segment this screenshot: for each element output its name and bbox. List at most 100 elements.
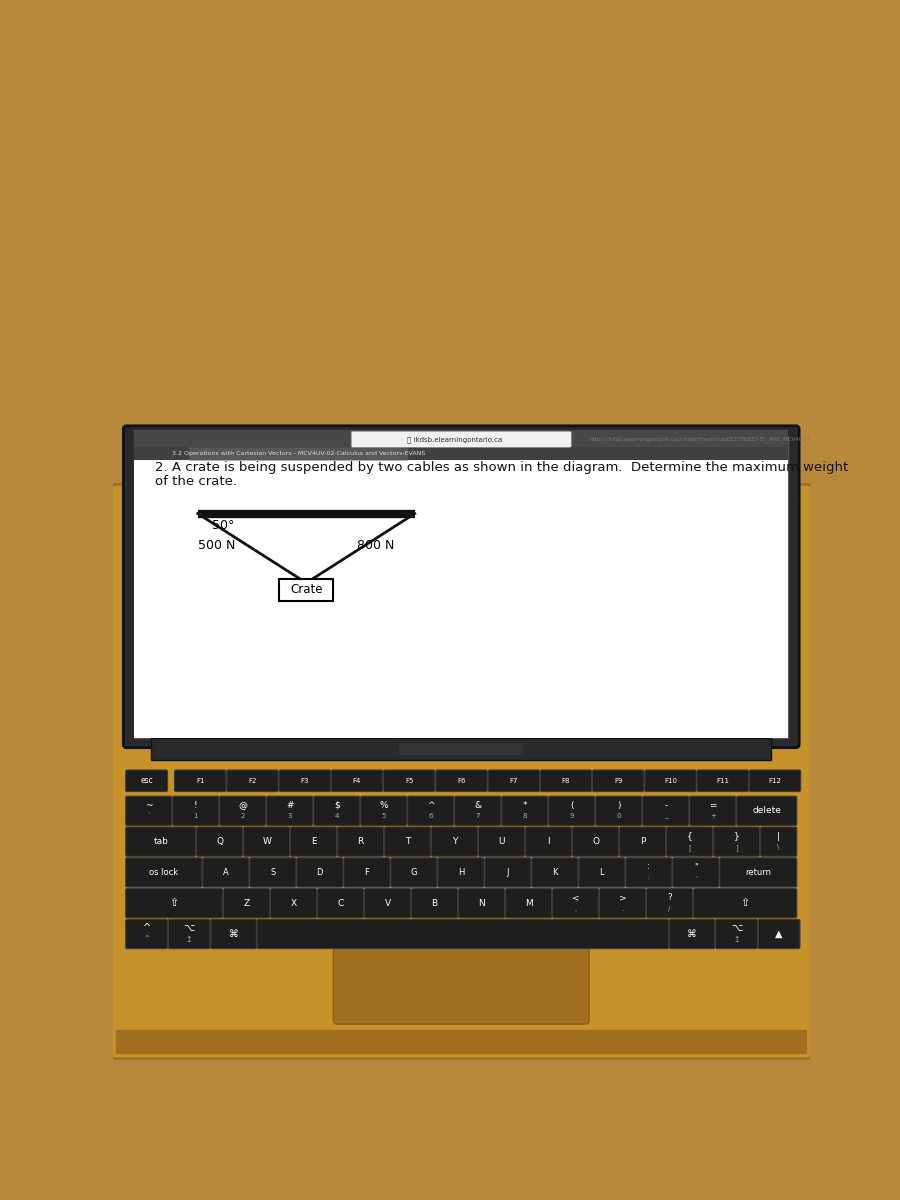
Text: os lock: os lock <box>149 868 178 877</box>
Text: [: [ <box>688 844 691 851</box>
Text: 800 N: 800 N <box>356 540 394 552</box>
FancyBboxPatch shape <box>458 888 505 918</box>
FancyBboxPatch shape <box>351 431 572 448</box>
Text: E: E <box>310 838 317 846</box>
FancyBboxPatch shape <box>749 770 801 792</box>
FancyBboxPatch shape <box>646 888 693 918</box>
FancyBboxPatch shape <box>643 796 689 826</box>
Text: _: _ <box>664 814 668 820</box>
Text: (: ( <box>570 800 573 810</box>
Text: ;: ; <box>648 876 650 881</box>
FancyBboxPatch shape <box>331 770 382 792</box>
Text: F10: F10 <box>664 778 677 784</box>
FancyBboxPatch shape <box>488 770 539 792</box>
FancyBboxPatch shape <box>479 827 525 857</box>
Text: $: $ <box>334 800 339 810</box>
Text: U: U <box>499 838 505 846</box>
FancyBboxPatch shape <box>220 796 266 826</box>
FancyBboxPatch shape <box>506 888 552 918</box>
FancyBboxPatch shape <box>297 858 343 887</box>
Text: ⌥: ⌥ <box>184 924 194 934</box>
Text: ': ' <box>695 876 697 881</box>
FancyBboxPatch shape <box>318 888 364 918</box>
Text: ^: ^ <box>142 924 150 934</box>
FancyBboxPatch shape <box>364 888 410 918</box>
FancyBboxPatch shape <box>596 796 642 826</box>
Text: {: { <box>687 832 692 840</box>
FancyBboxPatch shape <box>189 448 408 461</box>
FancyBboxPatch shape <box>760 827 796 857</box>
Text: `: ` <box>147 814 150 820</box>
Text: ⚿ ikdsb.elearningontario.ca: ⚿ ikdsb.elearningontario.ca <box>407 436 502 443</box>
Text: ⇧: ⇧ <box>741 899 750 908</box>
FancyBboxPatch shape <box>279 770 330 792</box>
FancyBboxPatch shape <box>173 796 219 826</box>
FancyBboxPatch shape <box>549 796 595 826</box>
FancyBboxPatch shape <box>501 796 548 826</box>
FancyBboxPatch shape <box>670 919 715 949</box>
Text: ⌘: ⌘ <box>688 929 697 940</box>
FancyBboxPatch shape <box>202 858 249 887</box>
Text: Q: Q <box>216 838 223 846</box>
FancyBboxPatch shape <box>168 919 210 949</box>
Text: ): ) <box>617 800 620 810</box>
Text: ,: , <box>574 906 577 912</box>
Bar <box>134 460 788 738</box>
Text: I: I <box>547 838 550 846</box>
Text: 3.2 Operations with Cartesian Vectors - MCV4UV-02-Calculus and Vectors-EVANS: 3.2 Operations with Cartesian Vectors - … <box>172 451 425 456</box>
FancyBboxPatch shape <box>361 796 407 826</box>
Text: F: F <box>364 868 369 877</box>
Text: /: / <box>669 906 670 912</box>
Text: :: : <box>647 863 650 871</box>
FancyBboxPatch shape <box>454 796 501 826</box>
Text: of the crate.: of the crate. <box>155 475 237 488</box>
Bar <box>151 738 771 760</box>
FancyBboxPatch shape <box>266 796 313 826</box>
FancyBboxPatch shape <box>175 770 226 792</box>
FancyBboxPatch shape <box>720 858 796 887</box>
Text: ^: ^ <box>427 800 435 810</box>
Text: +: + <box>710 814 716 820</box>
FancyBboxPatch shape <box>485 858 531 887</box>
Text: P: P <box>640 838 645 846</box>
Text: 50°: 50° <box>212 518 234 532</box>
Text: F7: F7 <box>509 778 518 784</box>
Text: 9: 9 <box>570 814 574 820</box>
Text: G: G <box>410 868 417 877</box>
Text: 2: 2 <box>240 814 245 820</box>
FancyBboxPatch shape <box>344 858 390 887</box>
Text: delete: delete <box>752 806 781 815</box>
FancyBboxPatch shape <box>572 827 619 857</box>
Bar <box>400 743 523 755</box>
FancyBboxPatch shape <box>526 827 572 857</box>
Text: X: X <box>291 899 297 907</box>
FancyBboxPatch shape <box>644 770 697 792</box>
FancyBboxPatch shape <box>737 796 796 826</box>
FancyBboxPatch shape <box>338 827 383 857</box>
Text: tab: tab <box>153 838 168 846</box>
FancyBboxPatch shape <box>223 888 270 918</box>
Text: F8: F8 <box>562 778 571 784</box>
FancyBboxPatch shape <box>123 426 799 748</box>
Text: @: @ <box>238 800 248 810</box>
FancyBboxPatch shape <box>257 919 669 949</box>
Text: F1: F1 <box>196 778 204 784</box>
Text: A: A <box>223 868 229 877</box>
Text: esc: esc <box>140 776 153 785</box>
Text: .: . <box>622 906 624 912</box>
FancyBboxPatch shape <box>436 770 487 792</box>
FancyBboxPatch shape <box>384 827 431 857</box>
FancyBboxPatch shape <box>579 858 625 887</box>
Text: ▲: ▲ <box>775 929 783 940</box>
Text: Crate: Crate <box>290 583 322 596</box>
FancyBboxPatch shape <box>689 796 736 826</box>
Text: Y: Y <box>452 838 457 846</box>
Text: F3: F3 <box>301 778 309 784</box>
FancyBboxPatch shape <box>383 770 435 792</box>
Text: ⌃: ⌃ <box>143 935 149 944</box>
FancyBboxPatch shape <box>227 770 278 792</box>
Text: %: % <box>380 800 388 810</box>
Text: 5: 5 <box>382 814 386 820</box>
Text: ⌘: ⌘ <box>229 929 238 940</box>
FancyBboxPatch shape <box>432 827 478 857</box>
